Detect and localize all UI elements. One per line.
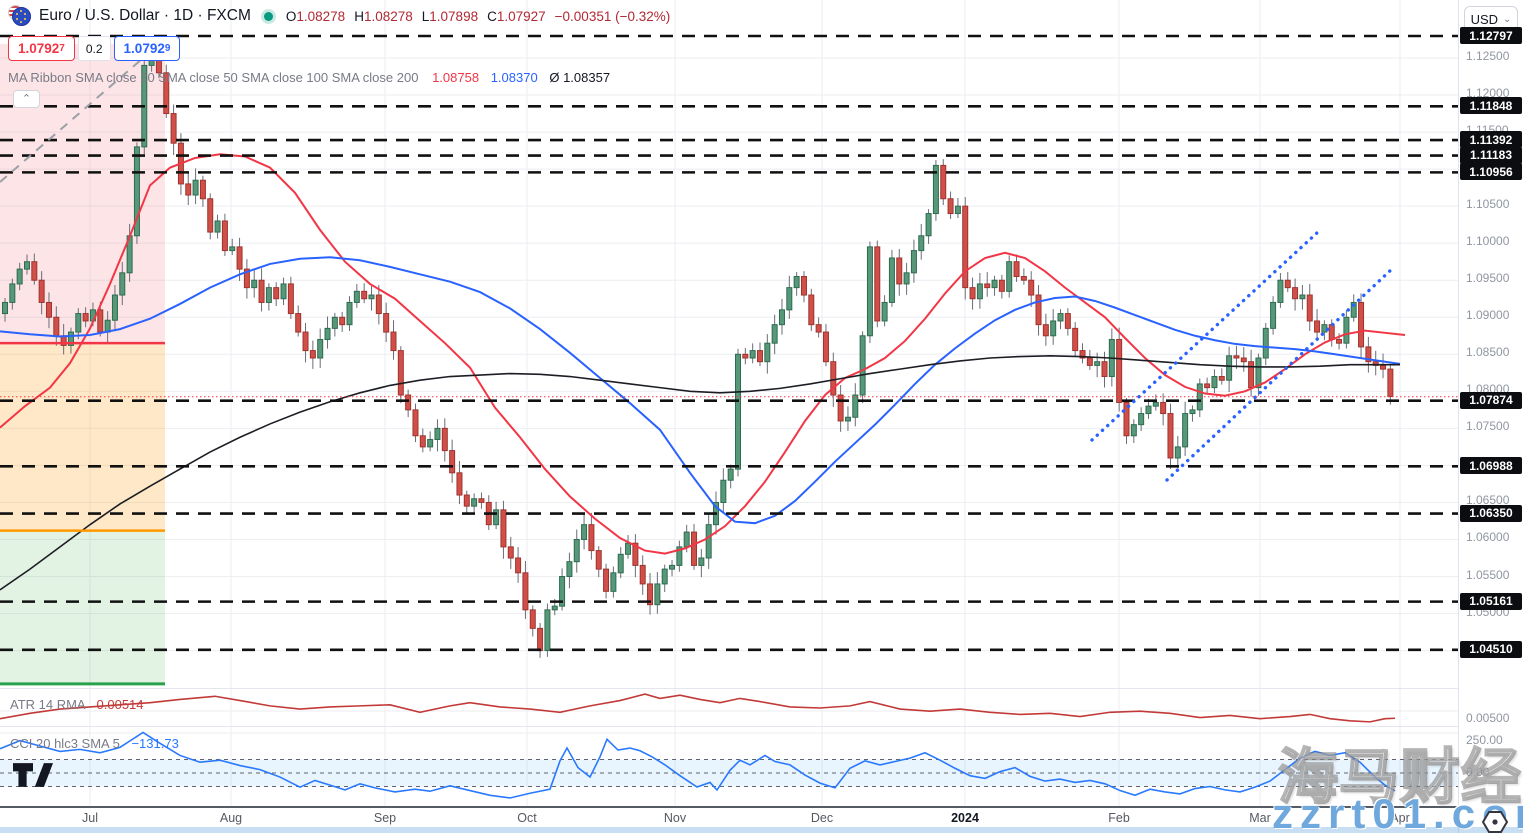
price-label: 1.06000 [1466,530,1510,545]
cci-label: CCI 20 hlc3 SMA 5 [10,736,120,751]
price-badge: 1.11848 [1460,97,1522,115]
price-badge: 1.07874 [1460,391,1522,409]
time-axis-label[interactable]: Dec [810,811,834,825]
change-readout: −0.00351 (−0.32%) [554,8,671,24]
price-badge: 1.10956 [1460,163,1522,181]
price-badge: 1.06350 [1460,504,1522,522]
price-label: 1.06500 [1466,493,1510,508]
chart-header: Euro / U.S. Dollar · 1D · FXCM O1.08278 … [8,4,670,85]
watermark-chinese: 海马财经 [1277,743,1522,812]
chevron-up-icon: ⌃ [21,92,32,105]
cci-indicator-legend[interactable]: CCI 20 hlc3 SMA 5 −131.73 [10,736,179,751]
cci-value: −131.73 [131,736,179,751]
blue-dotted-trendline [1165,266,1395,482]
time-axis-label[interactable]: Sep [373,811,397,825]
atr-label: ATR 14 RMA [10,697,85,712]
zone-demand-green [0,530,165,684]
price-label: 1.10500 [1466,197,1510,212]
pane-separator-atr-cci[interactable] [0,726,1523,727]
cci-axis-label: 250.00 [1466,733,1503,747]
zone-supply-pink [0,43,165,344]
currency-pair-flag-icon [8,5,32,27]
watermark-site: zzrt01.com [1272,790,1523,833]
cci-axis-label: 0.00 [1466,765,1490,779]
zone-mid-orange [0,343,165,531]
candlestick-series [2,47,1394,658]
ma-ribbon-avg-value: Ø 1.08357 [549,70,611,85]
price-label: 1.07500 [1466,419,1510,434]
time-axis-border [0,806,1523,808]
atr-axis-label: 0.00500 [1466,711,1510,725]
ma-ribbon-legend[interactable]: MA Ribbon SMA close 20 SMA close 50 SMA … [8,70,670,85]
collapse-panel-button[interactable]: ⌃ [13,90,40,108]
time-axis-label[interactable]: Feb [1108,811,1130,825]
spread-value: 0.2 [77,36,111,61]
blue-dotted-trendline [1090,230,1320,442]
price-axis[interactable]: USD ⌄ 1.12500 1.12000 1.11500 1.10500 1.1000… [1458,0,1523,833]
symbol-title[interactable]: Euro / U.S. Dollar · 1D · FXCM [39,7,251,24]
currency-dropdown[interactable]: USD ⌄ [1464,6,1518,33]
price-label: 1.12500 [1466,49,1510,63]
chevron-down-icon: ⌄ [1503,14,1512,25]
price-label: 1.12000 [1466,86,1510,101]
price-label: 1.09500 [1466,271,1510,286]
price-badge: 1.11392 [1460,131,1522,149]
tradingview-logo[interactable] [13,762,53,788]
time-axis-label[interactable]: Apr [1390,811,1410,825]
price-badge: 1.11183 [1460,146,1522,164]
atr-line [0,693,1396,723]
price-label: 1.09000 [1466,308,1510,323]
time-axis-label[interactable]: Oct [517,811,537,825]
buy-button[interactable]: 1.0792 9 [113,36,181,61]
watermark-strip [0,827,1523,833]
price-label: 1.10000 [1466,234,1510,249]
price-label: 1.05500 [1466,567,1510,582]
price-badge: 1.04510 [1460,640,1522,658]
ma-ribbon-label: MA Ribbon SMA close 20 SMA close 50 SMA … [8,70,419,85]
gray-dashed-trendline [0,51,151,183]
chart-canvas[interactable] [0,0,1458,833]
price-badge: 1.05161 [1460,592,1522,610]
sma50-line [0,256,1401,525]
time-axis-label[interactable]: Nov [663,811,687,825]
price-badge: 1.12797 [1460,27,1522,44]
sma20-line [0,153,1406,555]
market-status-icon[interactable] [263,11,273,21]
ma-ribbon-sma20-value: 1.08758 [432,70,480,85]
price-label: 1.08500 [1466,345,1510,360]
pane-separator-main-atr[interactable] [0,688,1523,689]
time-axis-label[interactable]: Jul [82,811,98,825]
hexagon-logo-icon [1482,811,1508,833]
time-axis-label[interactable]: 2024 [951,811,979,825]
price-badge: 1.06988 [1460,457,1522,475]
ma-ribbon-sma50-value: 1.08370 [490,70,538,85]
time-axis-label[interactable]: Aug [219,811,243,825]
atr-indicator-legend[interactable]: ATR 14 RMA 0.00514 [10,697,144,712]
sell-button[interactable]: 1.0792 7 [8,36,75,61]
cci-line [0,731,1396,799]
time-axis-label[interactable]: Mar [1249,811,1271,825]
atr-value: 0.00514 [96,697,144,712]
ohlc-readout: O1.08278 H1.08278 L1.07898 C1.07927 −0.0… [285,8,671,24]
